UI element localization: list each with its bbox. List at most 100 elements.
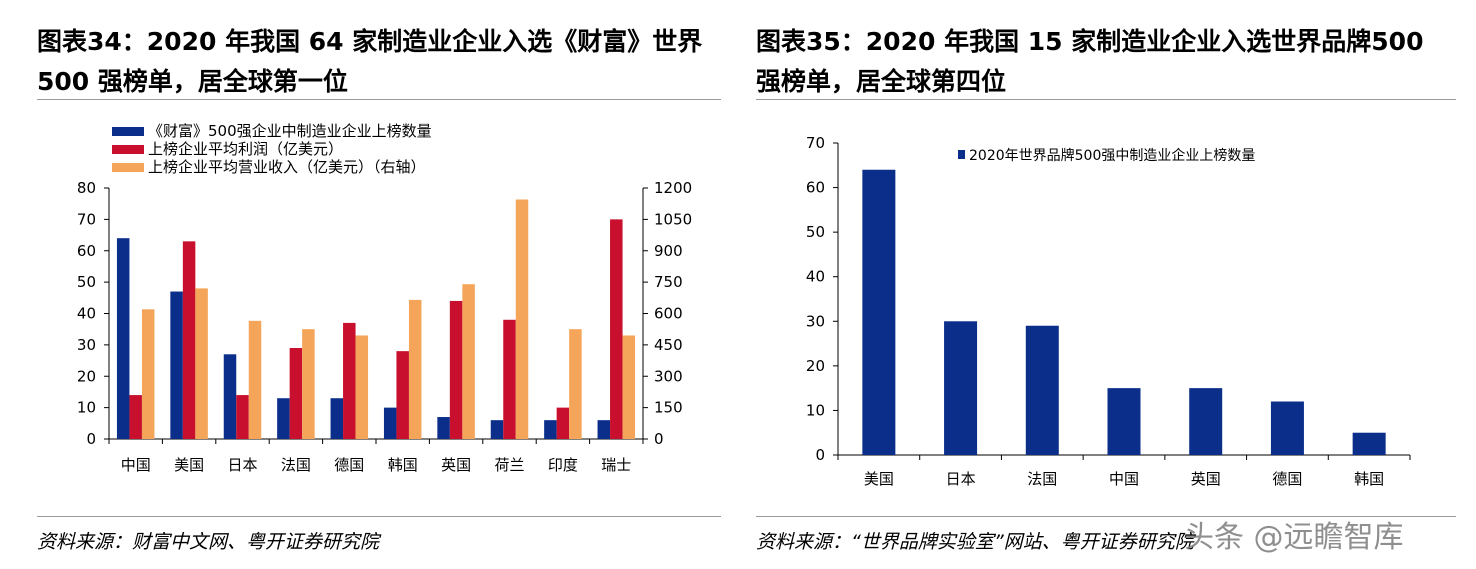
legend-label: 上榜企业平均营业收入（亿美元）（右轴） <box>148 158 426 176</box>
legend-label: 《财富》500强企业中制造业企业上榜数量 <box>148 122 432 140</box>
left-source-rule <box>37 516 721 517</box>
bar-profit <box>236 395 249 439</box>
y-tick-label: 50 <box>806 223 825 241</box>
legend-swatch <box>112 145 144 154</box>
x-category-label: 瑞士 <box>601 456 631 474</box>
bar-profit <box>503 319 516 439</box>
right-y-tick-label: 600 <box>654 305 683 323</box>
left-y-tick-label: 30 <box>77 336 96 354</box>
left-source-note: 资料来源：财富中文网、粤开证券研究院 <box>37 531 380 553</box>
bar-revenue <box>462 284 475 439</box>
bar-revenue <box>248 320 262 439</box>
legend-swatch <box>112 127 144 136</box>
x-category-label: 韩国 <box>388 456 418 474</box>
left-chart: 0 10 20 30 40 50 60 70 80 0 150 300 450 600 750 900 1050… <box>77 122 692 474</box>
left-y-tick-label: 20 <box>77 367 96 385</box>
right-source-rule <box>756 516 1456 517</box>
bar <box>944 321 978 455</box>
x-category-label: 日本 <box>227 456 257 474</box>
bar-revenue <box>195 288 208 439</box>
legend-swatch <box>112 163 144 172</box>
bar-revenue <box>302 329 315 439</box>
bar <box>1189 388 1223 455</box>
right-y-tick-label: 1050 <box>654 210 692 228</box>
x-category-label: 美国 <box>864 470 894 488</box>
bar-count <box>116 238 130 439</box>
x-category-label: 英国 <box>1191 470 1221 488</box>
bar-count <box>170 291 183 439</box>
right-y-tick-label: 150 <box>654 399 683 417</box>
bar-count <box>490 420 504 439</box>
left-figure-title: 图表34：2020 年我国 64 家制造业企业入选《财富》世界 500 强榜单，… <box>37 27 703 96</box>
y-tick-label: 20 <box>806 357 825 375</box>
bar-revenue <box>141 309 155 439</box>
bar-profit <box>289 348 303 439</box>
bar-count <box>597 420 611 439</box>
right-y-tick-label: 450 <box>654 336 683 354</box>
bar-profit <box>449 300 463 439</box>
right-y-tick-label: 300 <box>654 367 683 385</box>
bar-count <box>330 398 344 439</box>
right-chart: 0 10 20 30 40 50 60 70 美国 日本 法国 中国 英国 德国 韩国 2020年世界品牌50… <box>806 134 1411 488</box>
x-category-label: 印度 <box>548 456 578 474</box>
bar <box>862 169 896 455</box>
right-y-tick-label: 0 <box>654 430 664 448</box>
bar-count <box>437 417 450 439</box>
right-figure-title: 图表35：2020 年我国 15 家制造业企业入选世界品牌500 强榜单，居全球… <box>756 27 1424 96</box>
bar-revenue <box>569 329 582 439</box>
x-category-label: 德国 <box>1272 470 1302 488</box>
right-figure-panel: 图表35：2020 年我国 15 家制造业企业入选世界品牌500 强榜单，居全球… <box>740 0 1476 569</box>
right-source-note: 资料来源：“世界品牌实验室”网站、粤开证券研究院 <box>756 531 1194 553</box>
bar-revenue <box>515 199 529 439</box>
legend-label: 上榜企业平均利润（亿美元） <box>148 140 343 158</box>
x-category-label: 日本 <box>946 470 976 488</box>
bar <box>1352 432 1386 455</box>
left-y-tick-label: 80 <box>77 179 96 197</box>
legend-label: 2020年世界品牌500强中制造业企业上榜数量 <box>969 147 1255 164</box>
bar-profit <box>182 241 196 439</box>
y-tick-label: 0 <box>815 446 825 464</box>
bar-profit <box>129 395 142 439</box>
bar-profit <box>343 322 356 439</box>
left-y-tick-label: 70 <box>77 210 96 228</box>
left-figure-panel: 图表34：2020 年我国 64 家制造业企业入选《财富》世界 500 强榜单，… <box>37 27 721 553</box>
x-category-label: 美国 <box>174 456 204 474</box>
watermark: 头条 @远瞻智库 <box>1184 520 1404 555</box>
y-tick-label: 60 <box>806 179 825 197</box>
left-y-tick-label: 10 <box>77 399 96 417</box>
bar-count <box>277 398 290 439</box>
x-category-label: 中国 <box>121 456 151 474</box>
bar-profit <box>396 351 409 439</box>
x-category-label: 法国 <box>1027 470 1057 488</box>
x-category-label: 中国 <box>1109 470 1139 488</box>
bar <box>1025 325 1059 455</box>
bar-revenue <box>408 299 422 439</box>
bar-count <box>223 354 237 439</box>
y-tick-label: 40 <box>806 268 825 286</box>
x-category-label: 德国 <box>334 456 364 474</box>
left-y-tick-label: 60 <box>77 242 96 260</box>
bar-count <box>544 420 557 439</box>
bar-profit <box>610 219 623 439</box>
left-y-tick-label: 50 <box>77 273 96 291</box>
left-y-tick-label: 0 <box>86 430 96 448</box>
bar-profit <box>556 407 570 439</box>
bar-revenue <box>355 335 369 439</box>
bar <box>1107 388 1141 455</box>
x-category-label: 英国 <box>441 456 471 474</box>
right-title-rule <box>756 99 1456 100</box>
bar-revenue <box>622 335 636 439</box>
y-tick-label: 10 <box>806 401 825 419</box>
bar-count <box>383 407 397 439</box>
x-category-label: 韩国 <box>1354 470 1384 488</box>
y-tick-label: 30 <box>806 312 825 330</box>
legend-swatch <box>958 150 965 159</box>
bar <box>1270 401 1304 455</box>
left-title-rule <box>37 99 721 100</box>
x-category-label: 法国 <box>281 456 311 474</box>
x-category-label: 荷兰 <box>494 456 524 474</box>
left-y-tick-label: 40 <box>77 305 96 323</box>
right-y-tick-label: 900 <box>654 242 683 260</box>
y-tick-label: 70 <box>806 134 825 152</box>
right-y-tick-label: 1200 <box>654 179 692 197</box>
